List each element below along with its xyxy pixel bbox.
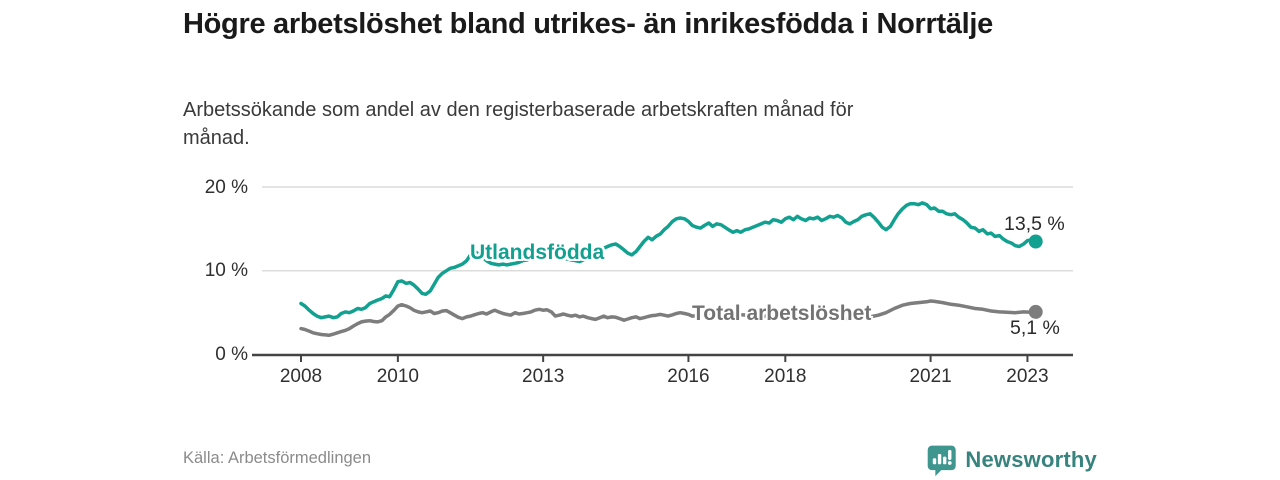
series-line-1 [299, 299, 1038, 338]
page-subtitle: Arbetssökande som andel av den registerb… [183, 99, 854, 149]
series-label-total: Total arbetslöshet [692, 302, 872, 325]
brand-wordmark: Newsworthy [965, 447, 1097, 472]
end-value-utlandsfodda: 13,5 % [1004, 213, 1065, 235]
brand-logo: Newsworthy [926, 441, 1097, 479]
page-title: Högre arbetslöshet bland utrikes- än inr… [183, 8, 993, 40]
x-axis-label: 2018 [764, 366, 807, 387]
newsworthy-bubble-icon [927, 445, 956, 477]
series-line-0 [299, 201, 1038, 320]
x-axis-label: 2008 [279, 366, 323, 387]
x-axis-label: 2023 [1006, 366, 1049, 387]
y-axis-label-0: 0 % [215, 344, 248, 365]
x-axis-label: 2016 [667, 366, 710, 387]
series-end-dot-1 [1028, 304, 1043, 319]
x-axis-label: 2013 [522, 366, 565, 387]
end-value-total: 5,1 % [1010, 317, 1060, 339]
y-axis-label-20: 20 % [204, 177, 248, 198]
x-axis-label: 2021 [909, 366, 952, 387]
series-label-utlandsfodda: Utlandsfödda [470, 241, 605, 264]
x-axis-label: 2010 [376, 366, 419, 387]
y-axis-label-10: 10 % [204, 260, 248, 281]
source-note: Källa: Arbetsförmedlingen [183, 449, 372, 467]
series-end-dot-0 [1028, 234, 1043, 249]
